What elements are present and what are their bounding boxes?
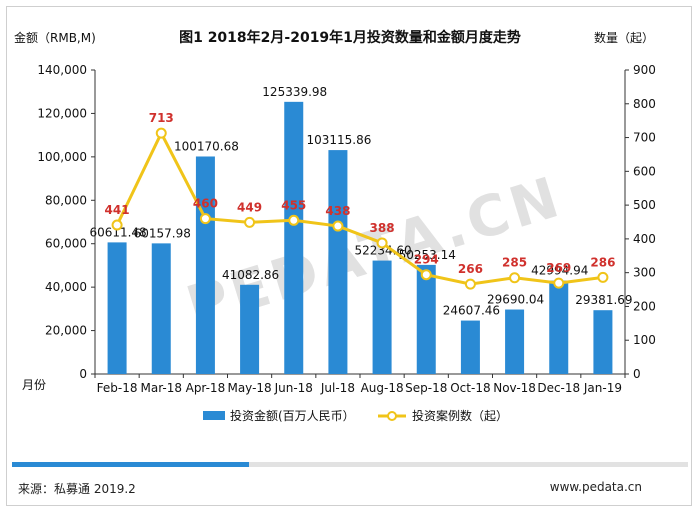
x-tick-label: Mar-18 <box>141 381 182 395</box>
bar <box>505 309 525 374</box>
legend-label-bar: 投资金额(百万人民币） <box>230 408 355 423</box>
line-point <box>244 216 256 228</box>
bar <box>107 242 127 374</box>
progress-track <box>12 462 688 467</box>
x-tick-label: May-18 <box>227 381 271 395</box>
bar <box>284 101 304 374</box>
bar-data-label: 42994.94 <box>531 264 588 278</box>
legend-swatch-marker <box>387 411 397 421</box>
y-axis-left-label: 金额（RMB,M) <box>14 30 96 45</box>
chart-title: 图1 2018年2月-2019年1月投资数量和金额月度走势 <box>179 29 521 46</box>
line-point <box>332 220 344 232</box>
line-data-label: 294 <box>414 253 439 267</box>
y-right-tick-label: 700 <box>633 131 656 145</box>
y-axis-right-label: 数量（起） <box>594 30 654 45</box>
y-right-tick-label: 100 <box>633 333 656 347</box>
series-line <box>115 129 604 286</box>
y-left-tick-label: 60,000 <box>45 237 87 251</box>
chart-frame <box>6 6 692 506</box>
line-point <box>155 127 167 139</box>
source-note: 来源：私募通 2019.2 <box>18 482 136 496</box>
line-point <box>199 213 211 225</box>
y-right-tick-label: 0 <box>633 367 641 381</box>
legend-label-line: 投资案例数（起） <box>412 408 508 423</box>
y-right-tick-label: 600 <box>633 164 656 178</box>
bar-data-label: 41082.86 <box>222 268 279 282</box>
x-tick-label: Feb-18 <box>97 381 138 395</box>
line-point <box>111 219 123 231</box>
legend: 投资金额(百万人民币） 投资案例数（起） <box>203 408 508 423</box>
x-tick-label: Jul-18 <box>320 381 355 395</box>
y-left-tick-label: 120,000 <box>37 106 87 120</box>
x-tick-label: Sep-18 <box>405 381 447 395</box>
x-tick-label: Apr-18 <box>186 381 226 395</box>
y-left-tick-label: 140,000 <box>37 63 87 77</box>
line-data-label: 460 <box>193 197 218 211</box>
bar-data-label: 29381.69 <box>575 293 632 307</box>
line-point <box>509 272 521 284</box>
line-series: 441 713 460 449 455 438 388 294 266 285 269 286 <box>105 111 615 290</box>
website-link[interactable]: www.pedata.cn <box>549 480 642 494</box>
line-point <box>553 277 565 289</box>
bar <box>549 280 569 374</box>
y-left-tick-label: 100,000 <box>37 150 87 164</box>
line-data-label: 388 <box>370 221 395 235</box>
bar <box>460 320 480 374</box>
bar <box>195 156 215 374</box>
bar <box>593 310 613 374</box>
bar-data-label: 125339.98 <box>262 85 327 99</box>
line-point <box>597 271 609 283</box>
line-data-label: 455 <box>281 198 306 212</box>
line-data-label: 449 <box>237 200 262 214</box>
y-left-tick-label: 80,000 <box>45 193 87 207</box>
axes: 0 20,000 40,000 60,000 80,000 100,000 120,000 1… <box>37 63 656 395</box>
y-right-tick-label: 500 <box>633 198 656 212</box>
x-tick-label: Jun-18 <box>274 381 313 395</box>
y-left-tick-label: 40,000 <box>45 280 87 294</box>
y-right-tick-label: 400 <box>633 232 656 246</box>
line-point <box>464 278 476 290</box>
x-axis-label: 月份 <box>22 378 46 392</box>
y-left-tick-label: 0 <box>79 367 87 381</box>
bar-data-label: 60157.98 <box>134 226 191 240</box>
line-point <box>288 214 300 226</box>
line-data-label: 269 <box>546 261 571 275</box>
bar <box>328 150 348 374</box>
x-tick-label: Oct-18 <box>450 381 490 395</box>
y-right-tick-label: 800 <box>633 97 656 111</box>
legend-swatch-bar <box>203 411 225 420</box>
bar-data-label: 50253.14 <box>399 248 456 262</box>
line-data-label: 266 <box>458 262 483 276</box>
x-tick-label: Aug-18 <box>361 381 404 395</box>
bar-data-label: 24607.46 <box>443 304 500 318</box>
bar-data-label: 100170.68 <box>174 139 239 153</box>
line-point <box>376 237 388 249</box>
bar <box>240 284 260 374</box>
line-data-label: 438 <box>325 204 350 218</box>
y-right-tick-label: 900 <box>633 63 656 77</box>
y-right-tick-label: 200 <box>633 299 656 313</box>
line-data-label: 713 <box>149 111 174 125</box>
y-left-tick-label: 20,000 <box>45 324 87 338</box>
x-tick-label: Dec-18 <box>537 381 580 395</box>
line-point <box>420 269 432 281</box>
x-tick-label: Nov-18 <box>493 381 536 395</box>
bar-data-label: 60611.48 <box>89 225 146 239</box>
x-tick-label: Jan-19 <box>583 381 622 395</box>
progress-fill <box>12 462 249 467</box>
y-right-tick-label: 300 <box>633 266 656 280</box>
line-data-label: 285 <box>502 256 527 270</box>
bar-data-label: 29690.04 <box>487 293 544 307</box>
line-data-label: 441 <box>105 203 130 217</box>
bar-data-label: 103115.86 <box>306 133 371 147</box>
line-data-label: 286 <box>590 255 615 269</box>
bar <box>372 260 392 374</box>
bar <box>416 264 436 374</box>
bar <box>151 243 171 374</box>
